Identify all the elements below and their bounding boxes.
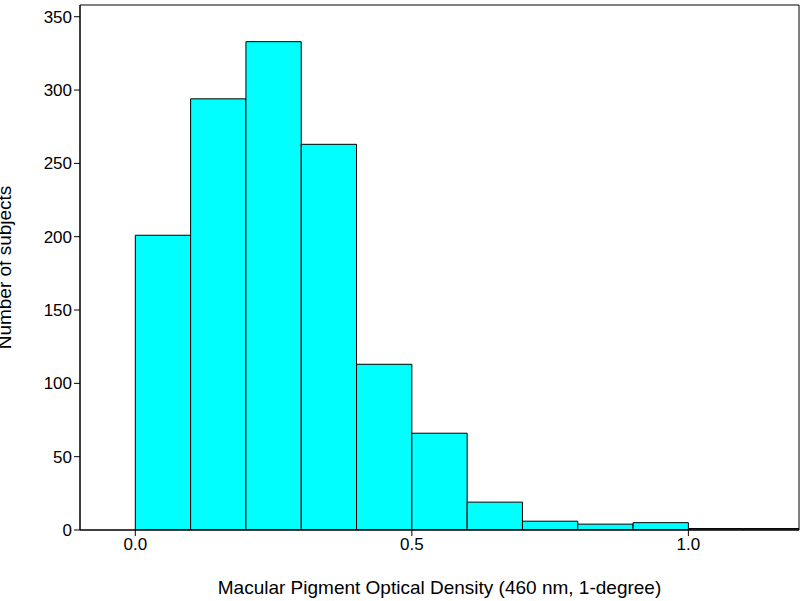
svg-text:250: 250	[44, 154, 72, 173]
svg-text:Macular Pigment Optical Densit: Macular Pigment Optical Density (460 nm,…	[218, 577, 662, 598]
svg-text:Number of subjects: Number of subjects	[8, 186, 15, 350]
svg-text:300: 300	[44, 81, 72, 100]
svg-text:50: 50	[53, 448, 72, 467]
svg-text:0.0: 0.0	[123, 535, 147, 554]
svg-text:1.0: 1.0	[677, 535, 701, 554]
svg-text:0.5: 0.5	[400, 535, 424, 554]
svg-text:100: 100	[44, 374, 72, 393]
svg-text:200: 200	[44, 228, 72, 247]
svg-text:150: 150	[44, 301, 72, 320]
svg-text:350: 350	[44, 8, 72, 27]
svg-text:0: 0	[63, 521, 72, 540]
